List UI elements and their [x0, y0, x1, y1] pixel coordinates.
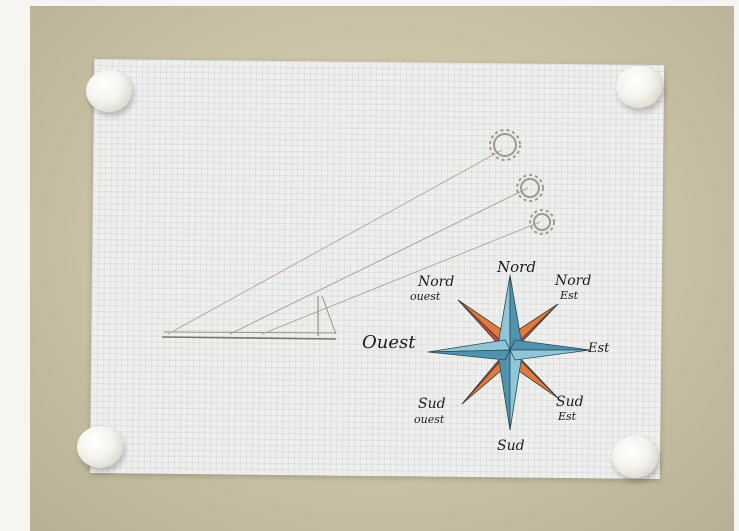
sun-icon [529, 209, 555, 235]
label-nord: Nord [496, 258, 536, 276]
sun-icon [489, 129, 521, 161]
label-sud-ouest-line1: Sud [418, 396, 446, 412]
label-est: Est [587, 341, 610, 356]
sun-icon [516, 174, 544, 202]
label-sud-est-line1: Sud [556, 394, 584, 410]
magnet-top-right [616, 66, 662, 108]
ground-line [161, 331, 337, 340]
label-ouest: Ouest [362, 332, 416, 353]
label-nord-ouest-line1: Nord [417, 274, 454, 290]
label-nord-est-line2: Est [559, 289, 579, 302]
label-nord-est-line1: Nord [554, 273, 591, 289]
magnet-bottom-left [77, 426, 123, 468]
magnet-bottom-right [612, 436, 658, 478]
label-sud: Sud [497, 438, 525, 454]
label-nord-ouest-line2: ouest [410, 290, 441, 303]
magnet-top-left [86, 70, 132, 112]
label-sud-ouest-line2: ouest [414, 413, 445, 426]
compass-rose-icon [427, 274, 591, 431]
label-sud-est-line2: Est [557, 410, 577, 423]
sun-ray-lines [167, 149, 541, 336]
